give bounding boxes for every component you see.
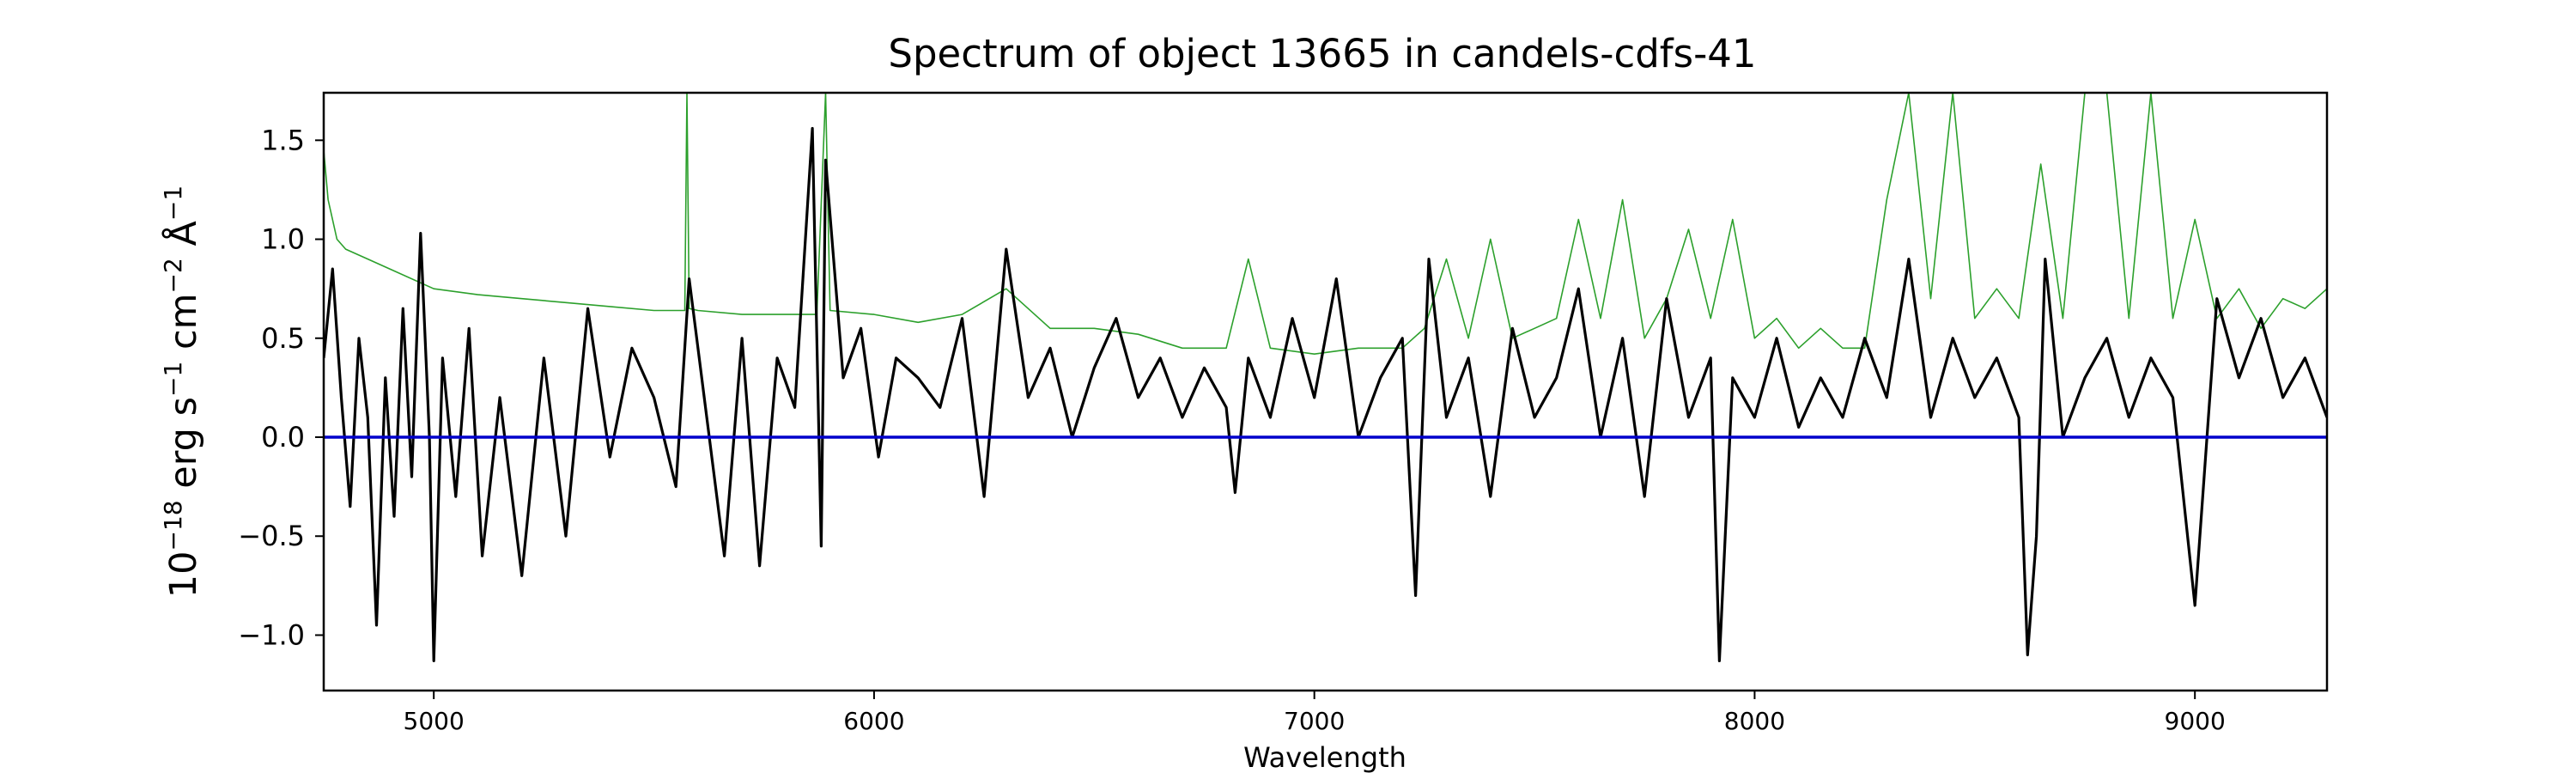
chart-title: Spectrum of object 13665 in candels-cdfs… xyxy=(888,31,1756,76)
x-tick-label: 8000 xyxy=(1724,707,1785,735)
x-tick-label: 7000 xyxy=(1284,707,1345,735)
x-tick-label: 5000 xyxy=(404,707,465,735)
series-line-error xyxy=(324,93,2327,355)
series-line-flux xyxy=(324,126,2327,662)
y-tick-label: 0.0 xyxy=(261,421,305,453)
y-axis-label: 10−18 erg s−1 cm−2 Å−1 xyxy=(159,186,205,598)
x-tick-label: 9000 xyxy=(2165,707,2226,735)
y-tick-label: −0.5 xyxy=(238,520,305,552)
y-label-exp-3: −2 xyxy=(159,258,187,293)
y-label-exp-1: −18 xyxy=(159,500,187,551)
y-tick-label: 1.5 xyxy=(261,124,305,156)
x-tick-label: 6000 xyxy=(843,707,904,735)
plot-frame xyxy=(322,91,2329,692)
x-axis-label: Wavelength xyxy=(1243,741,1406,773)
x-axis: 5000 6000 7000 8000 9000 xyxy=(404,691,2226,735)
y-tick-label: −1.0 xyxy=(238,618,305,651)
y-label-erg: erg s xyxy=(162,397,205,500)
y-label-exp-2: −1 xyxy=(159,362,187,397)
y-label-prefix: 10 xyxy=(162,551,205,598)
y-label-cm: cm xyxy=(162,293,205,361)
y-label-exp-4: −1 xyxy=(159,186,187,221)
y-tick-label: 1.0 xyxy=(261,223,305,256)
y-tick-label: 0.5 xyxy=(261,322,305,355)
y-axis: −1.0 −0.5 0.0 0.5 1.0 1.5 xyxy=(238,124,324,651)
y-label-ang: Å xyxy=(161,221,205,259)
